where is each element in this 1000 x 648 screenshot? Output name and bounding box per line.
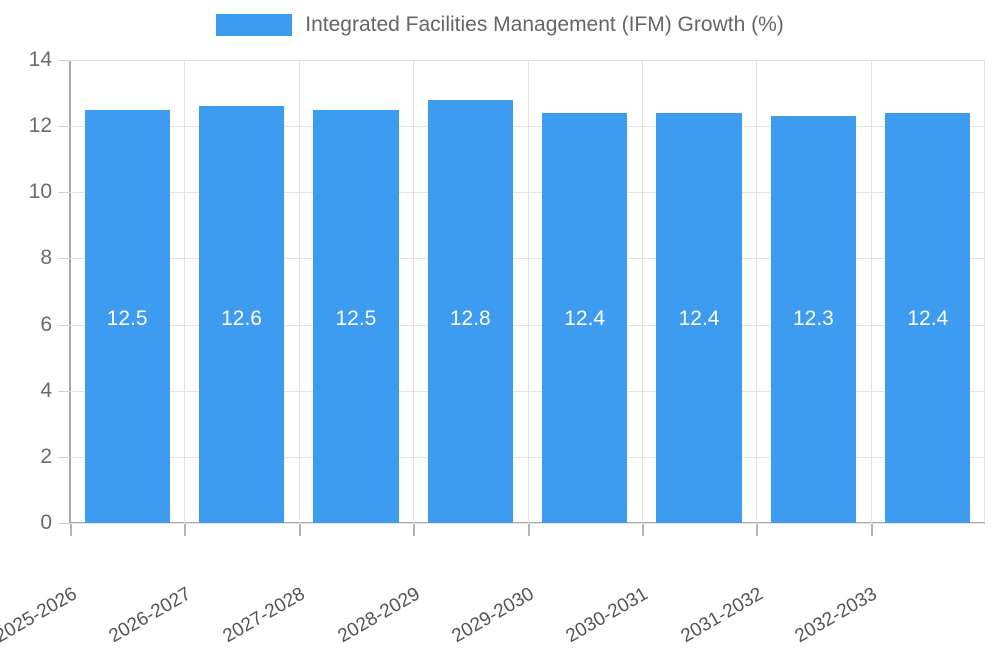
gridline-horizontal [70,192,984,194]
bar-chart: Integrated Facilities Management (IFM) G… [0,13,1000,648]
bar[interactable]: 12.3 [770,116,857,523]
gridline-vertical [871,60,872,523]
gridline-horizontal [70,456,984,458]
gridline-vertical [528,60,529,523]
bar-value-label: 12.4 [564,306,606,330]
gridline-horizontal [70,324,984,326]
x-tick-label: 2025-2026 [0,583,81,648]
y-tick-mark [58,60,70,61]
x-tick-label: 2031-2032 [677,583,767,648]
y-axis-line [69,60,71,524]
x-tick-label: 2029-2030 [448,583,538,648]
gridline-vertical [642,60,643,523]
legend-swatch-icon [216,14,293,36]
bar-value-label: 12.4 [678,306,720,330]
bar-value-label: 12.6 [221,306,262,330]
gridline-horizontal [70,60,984,61]
y-tick-mark [58,456,70,458]
y-tick-label: 6 [40,312,52,336]
y-tick-mark [58,324,70,326]
gridline-horizontal [70,258,984,260]
legend-label: Integrated Facilities Management (IFM) G… [305,13,784,36]
bar-value-label: 12.5 [106,306,148,330]
bar[interactable]: 12.5 [313,109,399,523]
x-tick-label: 2032-2033 [791,583,881,648]
x-tick-mark [871,524,873,536]
y-tick-label: 4 [40,378,52,402]
y-tick-mark [58,258,70,260]
y-tick-label: 2 [40,444,52,468]
plot-area: 12.5 12.6 12.5 12.8 12.4 12.4 12.3 12.4 [70,60,985,524]
y-tick-label: 0 [40,511,52,534]
gridline-horizontal [70,390,984,392]
gridline-horizontal [70,126,984,128]
x-tick-mark [756,524,758,536]
x-tick-mark [184,524,186,536]
x-tick-label: 2027-2028 [219,583,309,648]
y-tick-label: 8 [40,246,52,270]
x-tick-mark [70,524,72,536]
x-tick-mark [413,524,415,536]
x-tick-mark [642,524,644,536]
bar[interactable]: 12.8 [427,99,513,523]
bar[interactable]: 12.5 [84,109,170,523]
y-tick-mark [58,523,70,524]
y-tick-mark [58,390,70,392]
gridline-vertical [756,60,757,523]
x-tick-label: 2026-2027 [105,583,195,648]
y-tick-label: 10 [28,180,52,204]
gridline-vertical [413,60,414,523]
bar-value-label: 12.3 [792,306,834,330]
chart-legend: Integrated Facilities Management (IFM) G… [0,14,1000,36]
y-tick-mark [58,192,70,194]
bar-value-label: 12.8 [449,306,491,330]
x-tick-label: 2028-2029 [334,583,424,648]
gridline-vertical [299,60,300,523]
x-tick-mark [528,524,530,536]
y-tick-label: 12 [28,114,52,138]
bar[interactable]: 12.6 [198,106,285,523]
bar-value-label: 12.5 [335,306,377,330]
y-tick-label: 14 [28,48,52,71]
x-tick-mark [299,524,301,536]
x-tick-label: 2030-2031 [562,583,653,648]
bar[interactable]: 12.4 [542,112,628,523]
legend-entry-ifm[interactable]: Integrated Facilities Management (IFM) G… [216,14,784,36]
bar[interactable]: 12.4 [885,112,971,523]
bar-value-label: 12.4 [907,306,949,330]
y-tick-mark [58,126,70,128]
gridline-horizontal [70,523,984,524]
bar[interactable]: 12.4 [656,112,742,523]
gridline-vertical [184,60,185,523]
